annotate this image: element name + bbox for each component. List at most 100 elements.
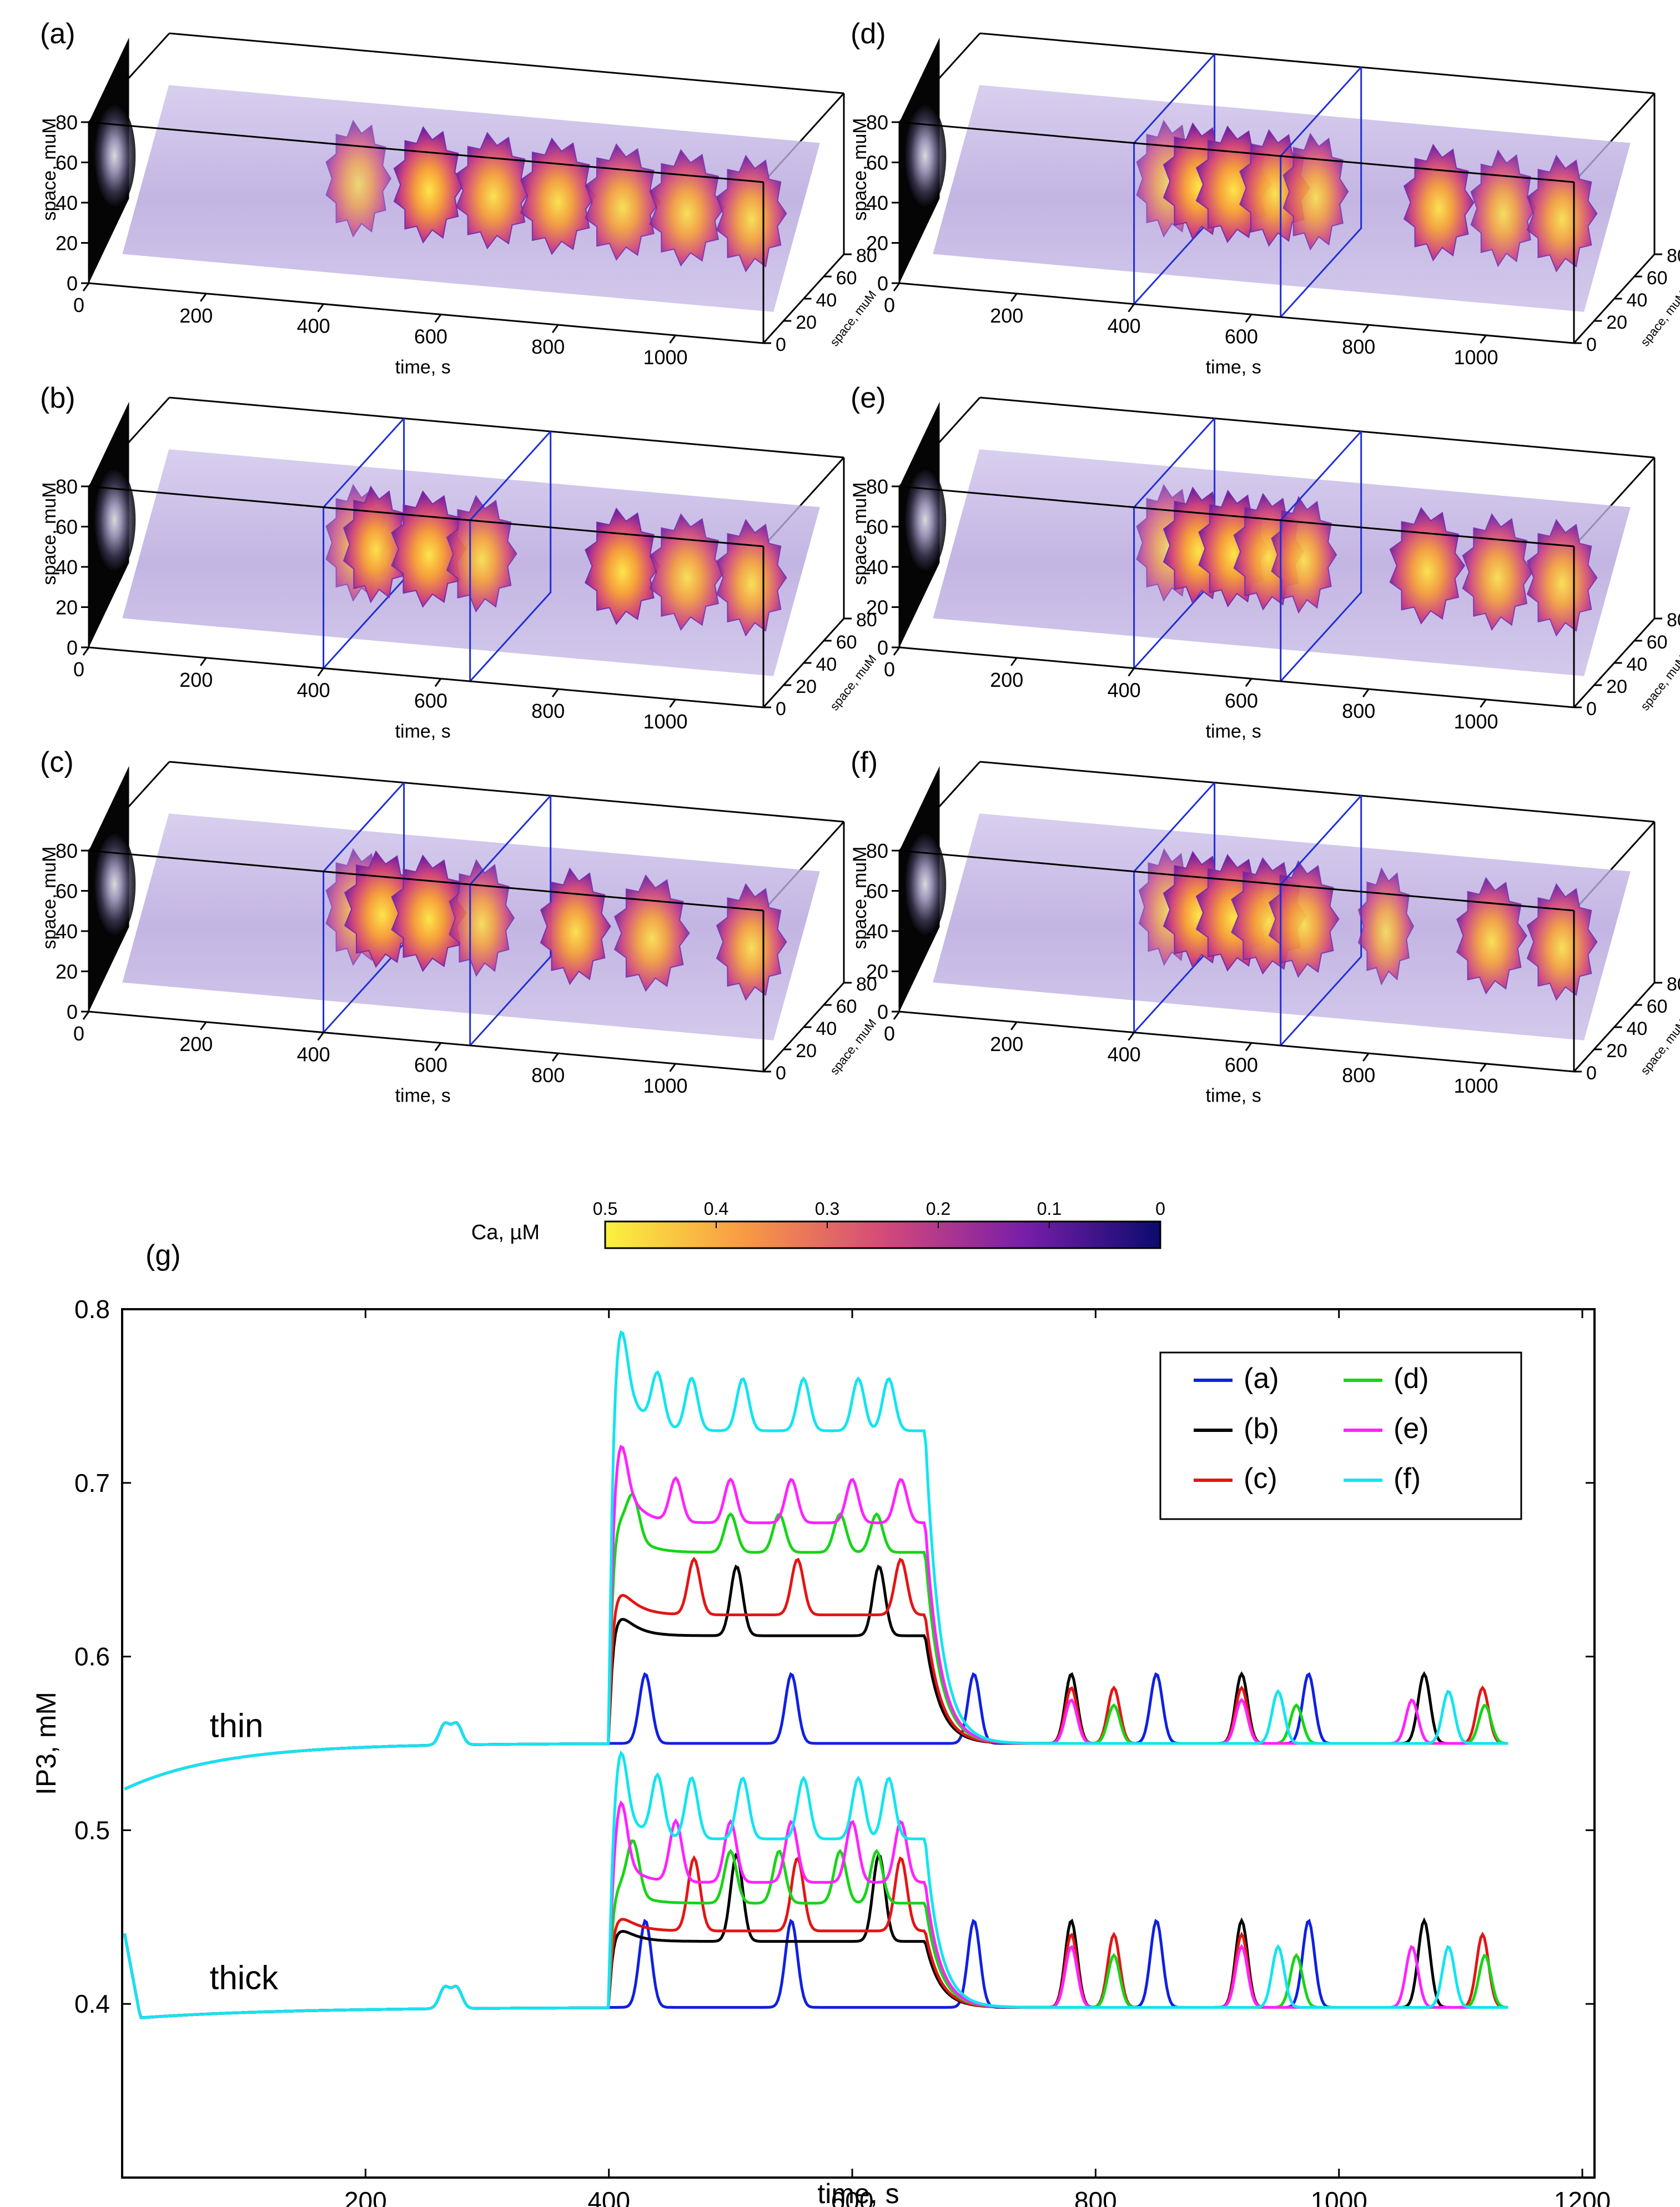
box-edge-back-top [979, 396, 1655, 459]
ca-wave-6 [716, 154, 787, 273]
ca-wave-shape [1239, 129, 1310, 247]
panel-label-a: (a) [40, 18, 76, 50]
ca-wave-shape [1456, 877, 1527, 995]
time-tick-label: 200 [990, 1033, 1023, 1055]
legend-label-c: (c) [1244, 1462, 1277, 1495]
time-tick-label: 200 [179, 668, 213, 691]
time-tick [82, 283, 90, 291]
y-tick-label: 0.6 [74, 1642, 110, 1671]
stim-window-back-1 [1280, 431, 1362, 682]
box-edge-front-bottom [88, 282, 764, 344]
time-tick-label: 600 [414, 689, 447, 712]
time-tick [669, 1063, 676, 1072]
time-tick [1128, 667, 1135, 677]
legend-label-a: (a) [1244, 1363, 1279, 1395]
ca-wave-shape [1403, 143, 1475, 262]
panel-label-c: (c) [40, 746, 74, 778]
depth-tick-label: 60 [836, 632, 857, 653]
series-b-thick-line [123, 1852, 1508, 2019]
ca-wave-6 [1470, 149, 1537, 268]
time-tick [317, 303, 324, 313]
ca-wave-1 [393, 125, 465, 244]
time-axis-label: time, s [395, 1085, 451, 1107]
box-edge-back-top [979, 761, 1655, 823]
ca-wave-shape [649, 513, 725, 631]
ca-wave-7 [1526, 154, 1598, 273]
space-tick-label: 20 [56, 961, 78, 983]
time-tick [1010, 1021, 1018, 1030]
ca-wave-1 [344, 850, 420, 968]
depth-tick-label: 20 [796, 312, 817, 333]
time-tick [1480, 1063, 1487, 1072]
box-edge-front-top [88, 849, 764, 912]
time-tick [893, 1011, 901, 1020]
panel-label-e: (e) [851, 382, 886, 414]
series-f-thick-line [123, 1750, 1508, 2019]
ca-wave-shape [716, 519, 787, 637]
space-tick-label: 60 [866, 516, 888, 539]
time-axis-label: time, s [1206, 357, 1261, 378]
depth-tick-label: 40 [816, 1018, 837, 1039]
colorbar-tick-label: 0.1 [1037, 1199, 1062, 1219]
x-tick-label: 800 [1074, 2186, 1117, 2207]
time-tick-label: 800 [531, 335, 565, 358]
ca-wave-5 [649, 149, 725, 267]
time-tick-label: 200 [179, 1033, 213, 1055]
legend-box [1159, 1351, 1522, 1520]
ca-wave-shape [1526, 519, 1598, 637]
time-tick [1480, 699, 1487, 708]
x-tick-label: 400 [587, 2186, 630, 2207]
ca-wave-shape [716, 154, 787, 273]
time-tick-label: 0 [73, 1022, 84, 1045]
space-tick-label: 0 [877, 636, 888, 659]
colorbar-tick-label: 0.2 [926, 1199, 950, 1219]
series-c [123, 1556, 1508, 2019]
time-tick-label: 0 [884, 294, 895, 316]
chart-axes: 200 400 600 800 1000 1200 0.4 0.5 0.6 0.7 0.8 [74, 1295, 1611, 2207]
chart-series [123, 1330, 1508, 2019]
cell-image-glow [93, 831, 136, 937]
series-e [123, 1445, 1508, 2019]
depth-tick-label: 60 [1647, 996, 1668, 1017]
time-tick-label: 1000 [1453, 710, 1498, 733]
x-tick-label: 200 [344, 2186, 387, 2207]
stim-window-back-1 [469, 796, 552, 1047]
time-tick-label: 400 [297, 315, 330, 338]
time-tick-label: 200 [990, 668, 1023, 691]
time-tick [1362, 1053, 1370, 1062]
ca-wave-4 [585, 143, 661, 261]
ca-wave-shape [325, 119, 392, 238]
ca-wave-shape [613, 874, 690, 992]
ca-wave-shape [1271, 496, 1337, 614]
ca-wave-5 [613, 874, 690, 992]
time-tick-label: 0 [73, 658, 84, 681]
box-edge-front-top [899, 485, 1575, 547]
box-edge-front-top [899, 121, 1575, 183]
space-axis-label: space, muM [849, 846, 871, 949]
time-tick-label: 1000 [643, 710, 687, 733]
depth-tick-label: 40 [1627, 654, 1648, 675]
space-tick-label: 60 [866, 880, 888, 903]
ca-wave-shape [344, 850, 420, 968]
series-a-thin-line [124, 1672, 1508, 1791]
space-axis-label: space, muM [39, 118, 60, 220]
ca-wave-shape [540, 867, 611, 986]
colorbar: Ca, µM 0.5 0.4 0.3 0.2 0.1 0 [471, 1199, 1165, 1249]
ca-wave-shape [1526, 154, 1598, 273]
space-tick-label: 40 [56, 192, 78, 214]
depth-tick-label: 20 [1606, 1040, 1627, 1062]
colorbar-ticks: 0.5 0.4 0.3 0.2 0.1 0 [593, 1199, 1165, 1228]
series-b-thin-line [124, 1564, 1508, 1791]
box-edge-back-top [169, 761, 844, 823]
cell-image-glow [904, 831, 947, 937]
ca-wave-shape [1389, 507, 1466, 625]
depth-tick-label: 40 [1627, 290, 1648, 311]
ca-wave-3 [1239, 129, 1310, 247]
time-tick-label: 200 [990, 304, 1023, 327]
y-tick-label: 0.4 [74, 1989, 110, 2018]
depth-tick-label: 0 [776, 334, 786, 355]
chart-xlabel: time, s [817, 2178, 899, 2207]
time-tick [1245, 314, 1253, 323]
ca-wave-shape [393, 125, 465, 244]
